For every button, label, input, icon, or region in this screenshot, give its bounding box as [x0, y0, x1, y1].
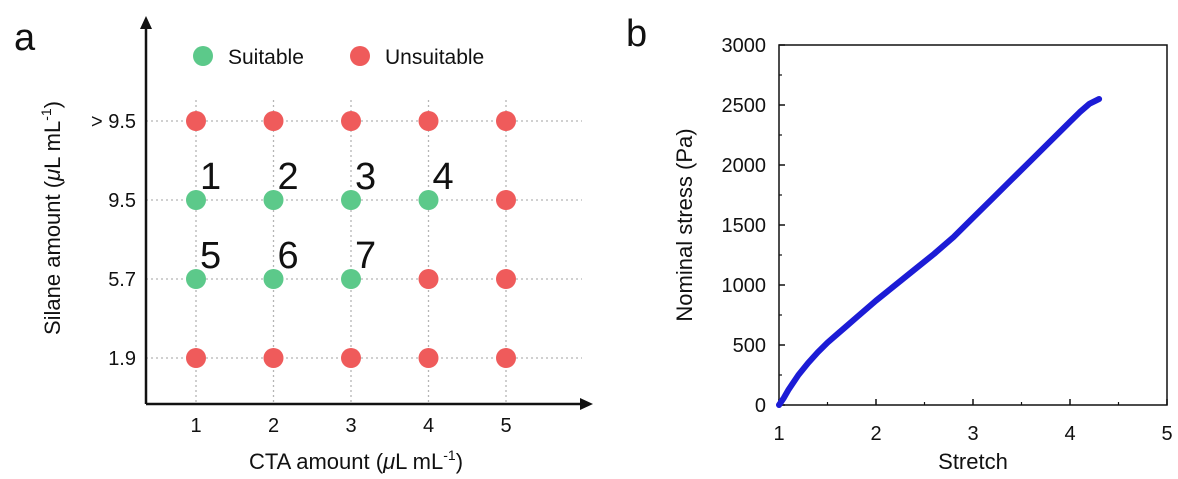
point-suitable — [418, 190, 439, 210]
panel-a: a 1 2 3 4 5 1.9 5.7 9.5 > 9.5 5 6 7 1 2 3 4 Suitable … — [14, 16, 593, 474]
panel-a-grid — [146, 100, 582, 404]
legend-unsuitable-marker — [350, 46, 370, 66]
panel-b-x-ticks: 1 2 3 4 5 — [773, 399, 1173, 445]
y-tick-label: 2500 — [722, 95, 767, 117]
y-tick-label: 500 — [733, 335, 766, 357]
panel-a-legend: Suitable Unsuitable — [193, 46, 484, 69]
x-tick-label: 1 — [190, 415, 201, 437]
panel-b-y-ticks: 0 500 1000 1500 2000 2500 3000 — [722, 35, 785, 417]
x-tick-label: 1 — [773, 423, 784, 445]
point-unsuitable — [496, 269, 516, 289]
x-tick-label: 4 — [1064, 423, 1075, 445]
panel-a-point-labels: 5 6 7 1 2 3 4 — [200, 156, 454, 277]
x-tick-label: 5 — [1161, 423, 1172, 445]
point-unsuitable — [496, 111, 516, 131]
panel-b-series-line — [776, 96, 1103, 408]
x-tick-label: 4 — [423, 415, 434, 437]
panel-a-y-arrow — [140, 16, 152, 29]
point-suitable — [186, 269, 206, 289]
point-number-label: 2 — [278, 156, 299, 198]
point-unsuitable — [418, 269, 439, 289]
point-number-label: 1 — [200, 156, 221, 198]
panel-a-x-arrow — [580, 398, 593, 410]
y-tick-label: > 9.5 — [91, 111, 136, 133]
panel-label-b: b — [626, 13, 647, 55]
y-tick-label: 5.7 — [108, 269, 136, 291]
x-tick-label: 2 — [268, 415, 279, 437]
point-unsuitable — [341, 111, 361, 131]
y-tick-label: 0 — [755, 395, 766, 417]
panel-a-x-ticks: 1 2 3 4 5 — [190, 415, 511, 437]
point-unsuitable — [496, 190, 516, 210]
point-suitable — [263, 190, 284, 210]
point-suitable — [341, 269, 361, 289]
x-tick-label: 5 — [500, 415, 511, 437]
panel-a-x-label: CTA amount (μL mL-1) — [249, 447, 463, 474]
point-unsuitable — [263, 111, 284, 131]
y-tick-label: 1500 — [722, 215, 767, 237]
panel-b: b 1 2 3 4 5 0 500 1000 1500 2000 2500 3000 Stretch… — [626, 13, 1173, 474]
point-number-label: 7 — [355, 235, 376, 277]
point-number-label: 3 — [355, 156, 376, 198]
point-unsuitable — [341, 348, 361, 368]
point-number-label: 6 — [278, 235, 299, 277]
point-unsuitable — [496, 348, 516, 368]
panel-b-y-label: Nominal stress (Pa) — [672, 128, 697, 321]
y-tick-label: 9.5 — [108, 190, 136, 212]
x-tick-label: 2 — [870, 423, 881, 445]
point-suitable — [186, 190, 206, 210]
point-unsuitable — [418, 111, 439, 131]
y-tick-label: 2000 — [722, 155, 767, 177]
panel-b-frame — [778, 44, 1168, 406]
legend-unsuitable-label: Unsuitable — [385, 46, 484, 69]
point-unsuitable — [186, 111, 206, 131]
point-suitable — [263, 269, 284, 289]
panel-a-y-ticks: 1.9 5.7 9.5 > 9.5 — [91, 111, 136, 370]
x-tick-label: 3 — [345, 415, 356, 437]
legend-suitable-marker — [193, 46, 213, 66]
y-tick-label: 3000 — [722, 35, 767, 57]
point-unsuitable — [263, 348, 284, 368]
panel-label-a: a — [14, 17, 36, 59]
y-tick-label: 1000 — [722, 275, 767, 297]
point-number-label: 5 — [200, 235, 221, 277]
point-unsuitable — [418, 348, 439, 368]
x-tick-label: 3 — [967, 423, 978, 445]
panel-a-points — [186, 111, 516, 368]
panel-a-y-label: Silane amount (μL mL-1) — [38, 101, 65, 335]
y-tick-label: 1.9 — [108, 348, 136, 370]
point-number-label: 4 — [433, 156, 454, 198]
point-unsuitable — [186, 348, 206, 368]
point-suitable — [341, 190, 361, 210]
panel-b-x-label: Stretch — [938, 449, 1008, 474]
legend-suitable-label: Suitable — [228, 46, 304, 69]
